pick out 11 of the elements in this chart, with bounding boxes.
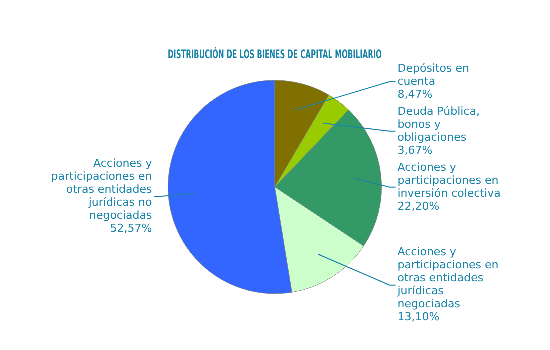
slice-label: Acciones y participaciones en otras entidades jurídicas negociadas — [396, 246, 499, 311]
slice-label: Acciones y participaciones en otras entidades jurídicas no negociadas — [51, 156, 153, 222]
slice-label: Deuda Pública, bonos y obligaciones — [398, 104, 480, 144]
data-label: 3,67% — [398, 144, 433, 157]
chart-title: DISTRIBUCIÓN DE LOS BIENES DE CAPITAL MOBILIARIO — [168, 46, 382, 62]
slice-label: Acciones y participaciones en inversión colectiva — [398, 160, 501, 200]
slice-label: Depósitos en cuenta — [398, 62, 470, 88]
data-label: 52,57% — [110, 222, 152, 235]
data-label: 13,10% — [398, 310, 440, 324]
data-label: 22,20% — [398, 200, 440, 213]
data-label: 8,47% — [398, 88, 433, 101]
